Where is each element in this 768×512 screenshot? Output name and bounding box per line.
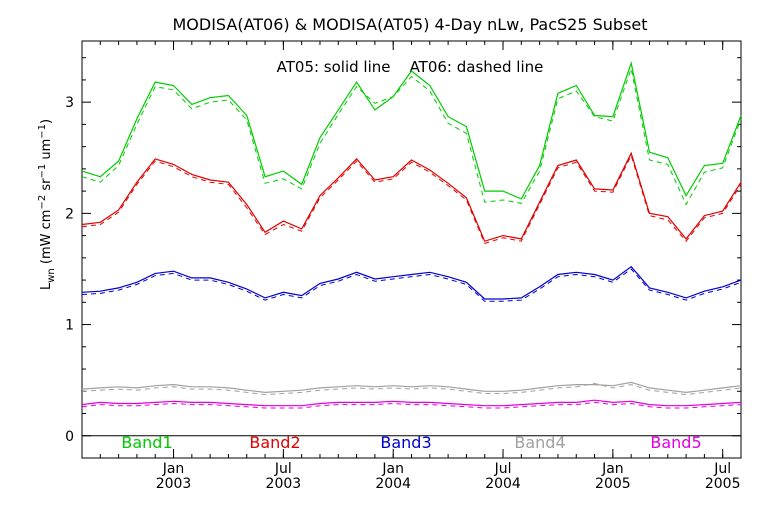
x-tick-label-month: Jan [381, 461, 404, 477]
x-tick-label-month: Jul [713, 461, 731, 477]
x-tick-label-year: 2003 [266, 476, 302, 492]
svg-text:Lwn (mW cm−2 sr−1 um−1): Lwn (mW cm−2 sr−1 um−1) [37, 119, 57, 290]
legend-band5: Band5 [650, 433, 701, 452]
legend-band1: Band1 [121, 433, 172, 452]
y-tick-label: 0 [65, 429, 74, 445]
legend-band2: Band2 [249, 433, 300, 452]
y-tick-label: 3 [65, 95, 74, 111]
series-band5-solid [81, 399, 742, 407]
x-tick-label-year: 2003 [156, 476, 192, 492]
plot-frame [81, 40, 742, 459]
band-legend: Band1 Band2 Band3 Band4 Band5 [121, 433, 701, 452]
legend-band4: Band4 [514, 433, 565, 452]
y-axis-label: Lwn (mW cm−2 sr−1 um−1) [37, 119, 57, 290]
x-tick-label-month: Jan [162, 461, 185, 477]
x-tick-label-month: Jan [601, 461, 624, 477]
series-band4-dashed [81, 382, 742, 396]
x-tick-label-year: 2005 [595, 476, 631, 492]
x-tick-label-month: Jul [274, 461, 292, 477]
series-group [81, 60, 742, 409]
series-band5-dashed [81, 401, 742, 409]
series-band3-dashed [81, 268, 742, 302]
series-band2-solid [81, 151, 742, 242]
series-band2-dashed [81, 154, 742, 245]
series-band1-solid [81, 60, 742, 200]
x-tick-label-year: 2004 [485, 476, 521, 492]
legend-band3: Band3 [380, 433, 431, 452]
line-style-note: AT05: solid line AT06: dashed line [277, 58, 544, 76]
series-band1-dashed [81, 66, 742, 206]
y-tick-label: 1 [65, 318, 74, 334]
series-band3-solid [81, 265, 742, 300]
x-tick-label-year: 2005 [705, 476, 741, 492]
x-tick-label-month: Jul [494, 461, 512, 477]
series-band4-solid [81, 381, 742, 394]
y-tick-label: 2 [65, 206, 74, 222]
chart-title: MODISA(AT06) & MODISA(AT05) 4-Day nLw, P… [172, 15, 647, 34]
x-tick-label-year: 2004 [375, 476, 411, 492]
